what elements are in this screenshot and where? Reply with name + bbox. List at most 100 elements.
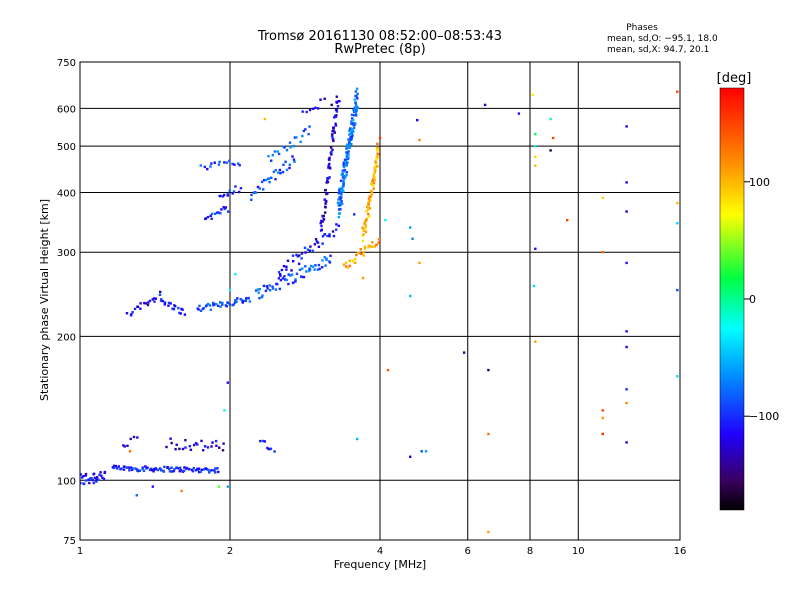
- echo-point: [549, 117, 552, 121]
- echo-point: [339, 187, 343, 191]
- echo-point: [135, 494, 138, 497]
- echo-point: [364, 230, 368, 234]
- echo-point: [288, 166, 291, 170]
- echo-point: [277, 277, 281, 280]
- echo-point: [216, 467, 219, 470]
- echo-point: [131, 468, 134, 471]
- echo-point: [534, 247, 537, 250]
- echo-point: [302, 129, 305, 133]
- echo-point: [356, 437, 359, 441]
- echo-point: [263, 440, 266, 443]
- echo-point: [175, 466, 178, 469]
- echo-point: [371, 179, 374, 183]
- echo-point: [284, 160, 287, 163]
- echo-point: [303, 246, 307, 249]
- echo-point: [80, 473, 82, 476]
- echo-point: [368, 207, 372, 210]
- echo-point: [346, 161, 349, 164]
- echo-point: [291, 155, 294, 158]
- echo-point: [350, 137, 353, 141]
- echo-point: [316, 268, 320, 271]
- colorbar-ticks: 100 0 −100: [744, 176, 779, 423]
- echo-point: [376, 152, 379, 155]
- echo-point: [174, 305, 177, 308]
- echo-point: [269, 447, 273, 450]
- echo-point: [228, 189, 231, 192]
- echo-point: [330, 134, 334, 137]
- y-tick-label: 75: [63, 536, 76, 547]
- echo-point: [487, 530, 490, 534]
- echo-point: [237, 162, 240, 165]
- echo-point: [220, 208, 223, 211]
- echo-point: [365, 209, 368, 213]
- echo-point: [274, 288, 278, 291]
- echo-point: [343, 168, 347, 172]
- echo-point: [96, 476, 99, 479]
- x-tick-label: 4: [377, 546, 383, 557]
- x-axis-label: Frequency [MHz]: [334, 558, 426, 571]
- echo-point: [322, 218, 326, 221]
- echo-point: [147, 301, 150, 304]
- echo-point: [273, 450, 276, 453]
- echo-point: [138, 469, 142, 472]
- x-tick-label: 10: [572, 546, 585, 557]
- echo-point: [290, 269, 293, 272]
- echo-point: [80, 481, 82, 485]
- echo-point: [214, 302, 218, 306]
- echo-point: [209, 165, 212, 168]
- echo-point: [163, 303, 166, 306]
- echo-point: [163, 301, 167, 304]
- echo-point: [234, 272, 237, 276]
- echo-point: [201, 307, 205, 311]
- echo-point: [364, 225, 368, 228]
- echo-point: [217, 211, 220, 214]
- echo-point: [625, 330, 628, 333]
- echo-point: [362, 229, 365, 232]
- echo-point: [416, 118, 419, 122]
- echo-point: [322, 214, 325, 218]
- echo-point: [235, 300, 238, 303]
- echo-point: [250, 198, 253, 201]
- echo-point: [254, 289, 258, 292]
- echo-point: [182, 469, 186, 472]
- echo-point: [324, 264, 327, 267]
- echo-point: [231, 304, 234, 307]
- echo-point: [317, 263, 321, 267]
- echo-point: [273, 150, 277, 153]
- echo-point: [139, 307, 142, 310]
- echo-point: [202, 468, 206, 471]
- echo-point: [339, 190, 343, 193]
- echo-point: [307, 132, 310, 136]
- echo-point: [308, 108, 312, 112]
- echo-point: [336, 105, 340, 108]
- echo-point: [226, 194, 229, 197]
- echo-point: [288, 141, 292, 144]
- echo-point: [209, 214, 212, 217]
- echo-point: [200, 468, 203, 471]
- echo-point: [234, 299, 237, 302]
- echo-point: [311, 265, 315, 268]
- echo-point: [625, 210, 628, 213]
- echo-point: [342, 165, 346, 169]
- echo-point: [534, 340, 537, 343]
- echo-point: [293, 136, 297, 139]
- echo-point: [258, 187, 261, 190]
- echo-point: [374, 166, 378, 169]
- echo-point: [119, 468, 122, 471]
- echo-point: [354, 90, 358, 93]
- echo-point: [340, 196, 343, 199]
- echo-point: [95, 477, 98, 481]
- echo-point: [354, 106, 358, 109]
- echo-point: [308, 269, 311, 273]
- echo-point: [271, 287, 275, 290]
- echo-point: [342, 180, 345, 183]
- echo-point: [260, 180, 264, 184]
- echo-point: [323, 198, 326, 201]
- echo-point: [345, 265, 348, 268]
- echo-point: [156, 468, 160, 472]
- echo-point: [354, 122, 357, 125]
- echo-point: [80, 476, 84, 479]
- echo-point: [367, 246, 370, 249]
- echo-point: [348, 259, 351, 262]
- echo-point: [372, 181, 376, 185]
